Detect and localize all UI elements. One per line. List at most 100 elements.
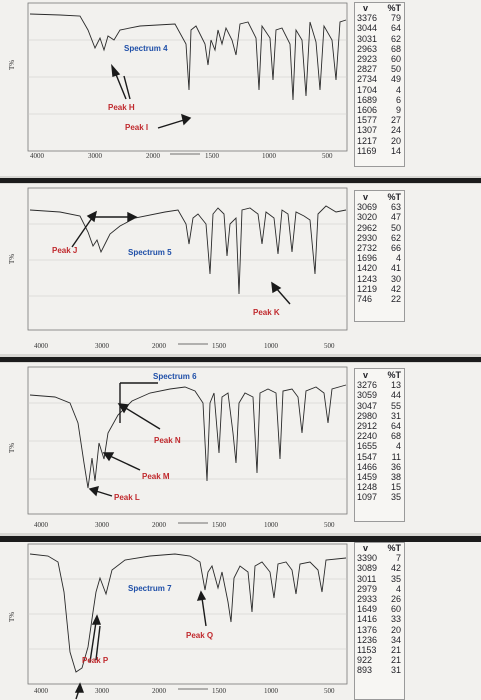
x-tick: 2000 xyxy=(152,687,167,695)
wavenumber-cell: 2734 xyxy=(357,74,378,85)
wavenumber-cell: 1097 xyxy=(357,492,378,503)
spectrum-plot-6: T% 4000 3000 2000 1500 1000 500 xyxy=(8,366,348,529)
table-header-v: v xyxy=(363,370,369,380)
plot-frame xyxy=(27,366,348,515)
wavenumber-cell: 893 xyxy=(357,665,373,676)
wavenumber-cell: 2912 xyxy=(357,421,378,432)
transmittance-cell: 60 xyxy=(390,54,401,65)
peak-label-n: Peak N xyxy=(154,436,181,445)
wavenumber-cell: 1689 xyxy=(357,94,378,105)
wavenumber-cell: 3020 xyxy=(357,212,378,223)
table-row: 3044 64 xyxy=(357,23,401,33)
spectrum-label: Spectrum 7 xyxy=(128,584,172,593)
table-row: 1689 6 xyxy=(357,95,401,105)
peak-arrows xyxy=(74,590,207,700)
table-row: 1696 4 xyxy=(357,253,401,263)
wavenumber-cell: 1243 xyxy=(357,273,378,284)
wavenumber-cell: 3047 xyxy=(357,400,378,411)
wavenumber-cell: 3011 xyxy=(357,573,377,584)
y-axis-label: T% xyxy=(8,612,16,622)
y-axis-label: T% xyxy=(8,60,16,70)
transmittance-cell: 42 xyxy=(390,283,401,294)
x-tick: 2000 xyxy=(152,521,167,529)
transmittance-cell: 79 xyxy=(390,13,401,24)
transmittance-cell: 44 xyxy=(390,390,401,401)
wavenumber-cell: 2963 xyxy=(357,43,378,54)
x-tick: 1000 xyxy=(264,687,279,695)
transmittance-cell: 7 xyxy=(395,553,401,564)
table-row: 922 21 xyxy=(357,655,401,665)
transmittance-cell: 6 xyxy=(395,94,401,105)
peak-table-box xyxy=(354,542,405,700)
transmittance-cell: 13 xyxy=(390,380,401,391)
x-axis: 4000 3000 2000 1500 1000 500 xyxy=(34,687,335,695)
transmittance-cell: 47 xyxy=(390,212,401,223)
table-row: 893 31 xyxy=(357,665,401,675)
peak-table: v %T 3390 7 3089 42 3011 35 2979 4 2933 26 1649 60 14… xyxy=(357,543,401,676)
wavenumber-cell: 2933 xyxy=(357,594,378,605)
table-row: 3047 55 xyxy=(357,401,401,411)
table-row: 2962 50 xyxy=(357,223,401,233)
wavenumber-cell: 1217 xyxy=(357,135,378,146)
transmittance-cell: 63 xyxy=(390,202,401,213)
wavenumber-cell: 1459 xyxy=(357,472,378,483)
table-rows: 3069 63 3020 47 2962 50 2930 62 2732 66 1696 4 1420 4… xyxy=(357,202,401,304)
table-row: 3020 47 xyxy=(357,212,401,222)
transmittance-cell: 66 xyxy=(390,243,401,254)
table-header-t: %T xyxy=(387,543,402,553)
transmittance-cell: 4 xyxy=(395,583,401,594)
peak-arrows xyxy=(111,63,192,129)
spectrum-plot-7: T% 4000 3000 2000 1500 1000 500 xyxy=(8,543,348,700)
transmittance-cell: 4 xyxy=(395,84,401,95)
table-row: 1219 42 xyxy=(357,284,401,294)
table-header-v: v xyxy=(363,543,369,553)
wavenumber-cell: 3390 xyxy=(357,553,378,564)
wavenumber-cell: 1307 xyxy=(357,125,378,136)
table-row: 1655 4 xyxy=(357,441,401,451)
table-row: 746 22 xyxy=(357,294,401,304)
table-row: 2912 64 xyxy=(357,421,401,431)
table-row: 1243 30 xyxy=(357,274,401,284)
wavenumber-cell: 3069 xyxy=(357,202,378,213)
table-row: 3069 63 xyxy=(357,202,401,212)
table-row: 1169 14 xyxy=(357,146,401,156)
table-rows: 3376 79 3044 64 3031 62 2963 68 2923 60 2827 50 2734… xyxy=(357,13,401,156)
table-header-t: %T xyxy=(387,370,402,380)
table-row: 2240 68 xyxy=(357,431,401,441)
x-axis: 4000 3000 2000 1500 1000 500 xyxy=(34,521,335,529)
transmittance-cell: 34 xyxy=(390,634,401,645)
transmittance-cell: 15 xyxy=(390,482,401,493)
transmittance-cell: 55 xyxy=(390,400,401,411)
x-tick: 1500 xyxy=(212,687,227,695)
table-header-t: %T xyxy=(387,192,402,202)
table-row: 2827 50 xyxy=(357,64,401,74)
table-row: 1649 60 xyxy=(357,604,401,614)
transmittance-cell: 20 xyxy=(390,135,401,146)
panel-divider xyxy=(0,536,481,542)
wavenumber-cell: 2923 xyxy=(357,54,378,65)
transmittance-cell: 64 xyxy=(390,23,401,34)
grid xyxy=(28,402,347,480)
wavenumber-cell: 1169 xyxy=(357,145,377,156)
transmittance-cell: 64 xyxy=(390,421,401,432)
y-axis-label: T% xyxy=(8,254,16,264)
wavenumber-cell: 3276 xyxy=(357,380,378,391)
wavenumber-cell: 922 xyxy=(357,655,373,666)
spectrum-panel-4: T% 4000 3000 2000 1500 1000 500 Spectrum… xyxy=(0,0,481,176)
wavenumber-cell: 2962 xyxy=(357,222,378,233)
x-tick: 4000 xyxy=(30,152,45,160)
wavenumber-cell: 3059 xyxy=(357,390,378,401)
grid xyxy=(28,39,347,115)
peak-label-q: Peak Q xyxy=(186,631,214,640)
table-row: 1236 34 xyxy=(357,635,401,645)
peak-table-box xyxy=(354,368,405,522)
spectrum-trace xyxy=(29,384,347,489)
x-tick: 1000 xyxy=(264,521,279,529)
table-header-t: %T xyxy=(387,3,402,13)
table-row: 1307 24 xyxy=(357,125,401,135)
x-axis: 4000 3000 2000 1500 1000 500 xyxy=(34,342,335,350)
peak-table: v %T 3069 63 3020 47 2962 50 2930 62 2732 66 1696 4 1… xyxy=(357,192,401,304)
transmittance-cell: 50 xyxy=(390,222,401,233)
transmittance-cell: 14 xyxy=(390,145,401,156)
spectrum-trace xyxy=(29,13,347,101)
